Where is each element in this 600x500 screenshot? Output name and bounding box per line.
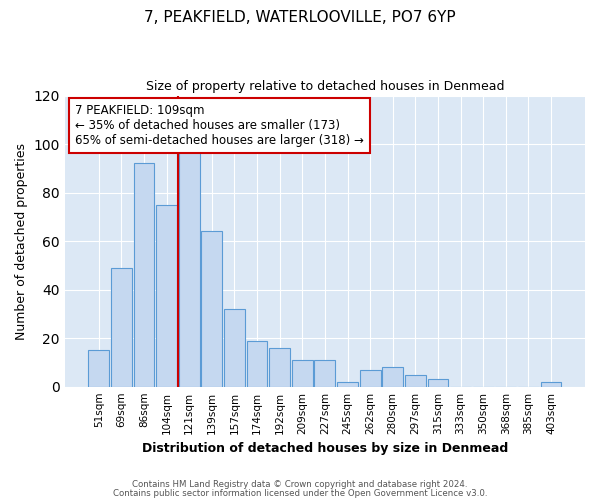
Text: 7, PEAKFIELD, WATERLOOVILLE, PO7 6YP: 7, PEAKFIELD, WATERLOOVILLE, PO7 6YP [144, 10, 456, 25]
Bar [224, 309, 245, 386]
Y-axis label: Number of detached properties: Number of detached properties [15, 142, 28, 340]
Bar [179, 144, 200, 386]
Bar [88, 350, 109, 386]
Bar [382, 368, 403, 386]
Bar [360, 370, 380, 386]
Title: Size of property relative to detached houses in Denmead: Size of property relative to detached ho… [146, 80, 504, 93]
Text: Contains HM Land Registry data © Crown copyright and database right 2024.: Contains HM Land Registry data © Crown c… [132, 480, 468, 489]
Bar [337, 382, 358, 386]
Bar [541, 382, 562, 386]
Bar [314, 360, 335, 386]
Bar [405, 374, 426, 386]
X-axis label: Distribution of detached houses by size in Denmead: Distribution of detached houses by size … [142, 442, 508, 455]
Bar [269, 348, 290, 387]
Bar [428, 380, 448, 386]
Bar [111, 268, 132, 386]
Bar [134, 164, 154, 386]
Bar [247, 340, 268, 386]
Bar [202, 232, 222, 386]
Text: Contains public sector information licensed under the Open Government Licence v3: Contains public sector information licen… [113, 490, 487, 498]
Bar [156, 204, 177, 386]
Bar [292, 360, 313, 386]
Text: 7 PEAKFIELD: 109sqm
← 35% of detached houses are smaller (173)
65% of semi-detac: 7 PEAKFIELD: 109sqm ← 35% of detached ho… [75, 104, 364, 148]
